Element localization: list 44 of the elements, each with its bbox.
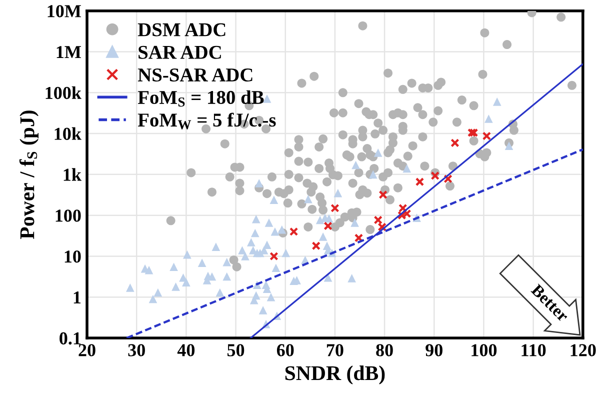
- point: [289, 227, 298, 236]
- x-axis-title: SNDR (dB): [285, 366, 385, 384]
- legend-label: SAR ADC: [138, 46, 221, 59]
- y-tick-label: 10M: [48, 5, 81, 18]
- x-tick-label: 30: [128, 344, 145, 356]
- y-tick-label: 10: [64, 250, 81, 263]
- point: [270, 252, 278, 261]
- point: [354, 234, 364, 242]
- x-tick-label: 100: [472, 344, 497, 356]
- y-tick-label: 1M: [56, 46, 81, 58]
- legend-label: NS-SAR ADC: [138, 68, 252, 82]
- x-tick-label: 80: [376, 344, 393, 356]
- x-tick-label: 40: [177, 344, 195, 356]
- x-tick-label: 60: [276, 344, 294, 356]
- point: [378, 222, 386, 232]
- y-tick-label: 100: [56, 210, 81, 222]
- y-tick-label: 0.1: [60, 332, 81, 345]
- point: [374, 216, 382, 224]
- point: [415, 177, 424, 186]
- point: [330, 204, 340, 212]
- x-tick-label: 70: [326, 344, 344, 356]
- point: [430, 171, 440, 180]
- point: [378, 190, 388, 200]
- point: [312, 241, 320, 250]
- point: [324, 222, 332, 230]
- point: [450, 138, 460, 148]
- y-tick-label: 1k: [64, 168, 82, 181]
- y-tick-label: 10k: [54, 127, 82, 140]
- x-tick-label: 20: [78, 344, 96, 356]
- point: [467, 128, 476, 138]
- point: [482, 132, 492, 140]
- y-tick-label: 100k: [46, 86, 82, 100]
- legend-label: FoM$_{S}$ = 180 dB: [138, 90, 264, 107]
- x-tick-label: 110: [522, 344, 546, 356]
- point: [444, 174, 452, 184]
- point: [469, 128, 478, 138]
- point: [398, 204, 408, 212]
- y-axis-title: Power / f$_{S}$ (pJ): [19, 110, 39, 239]
- x-tick-label: 50: [227, 344, 244, 356]
- x-tick-label: 120: [570, 344, 596, 356]
- y-tick-label: 1: [74, 291, 81, 304]
- x-tick-label: 90: [426, 344, 442, 356]
- legend-label: DSM ADC: [138, 23, 226, 36]
- legend-label: FoM$_{W}$ = 5 fJ/c.-s: [138, 112, 276, 130]
